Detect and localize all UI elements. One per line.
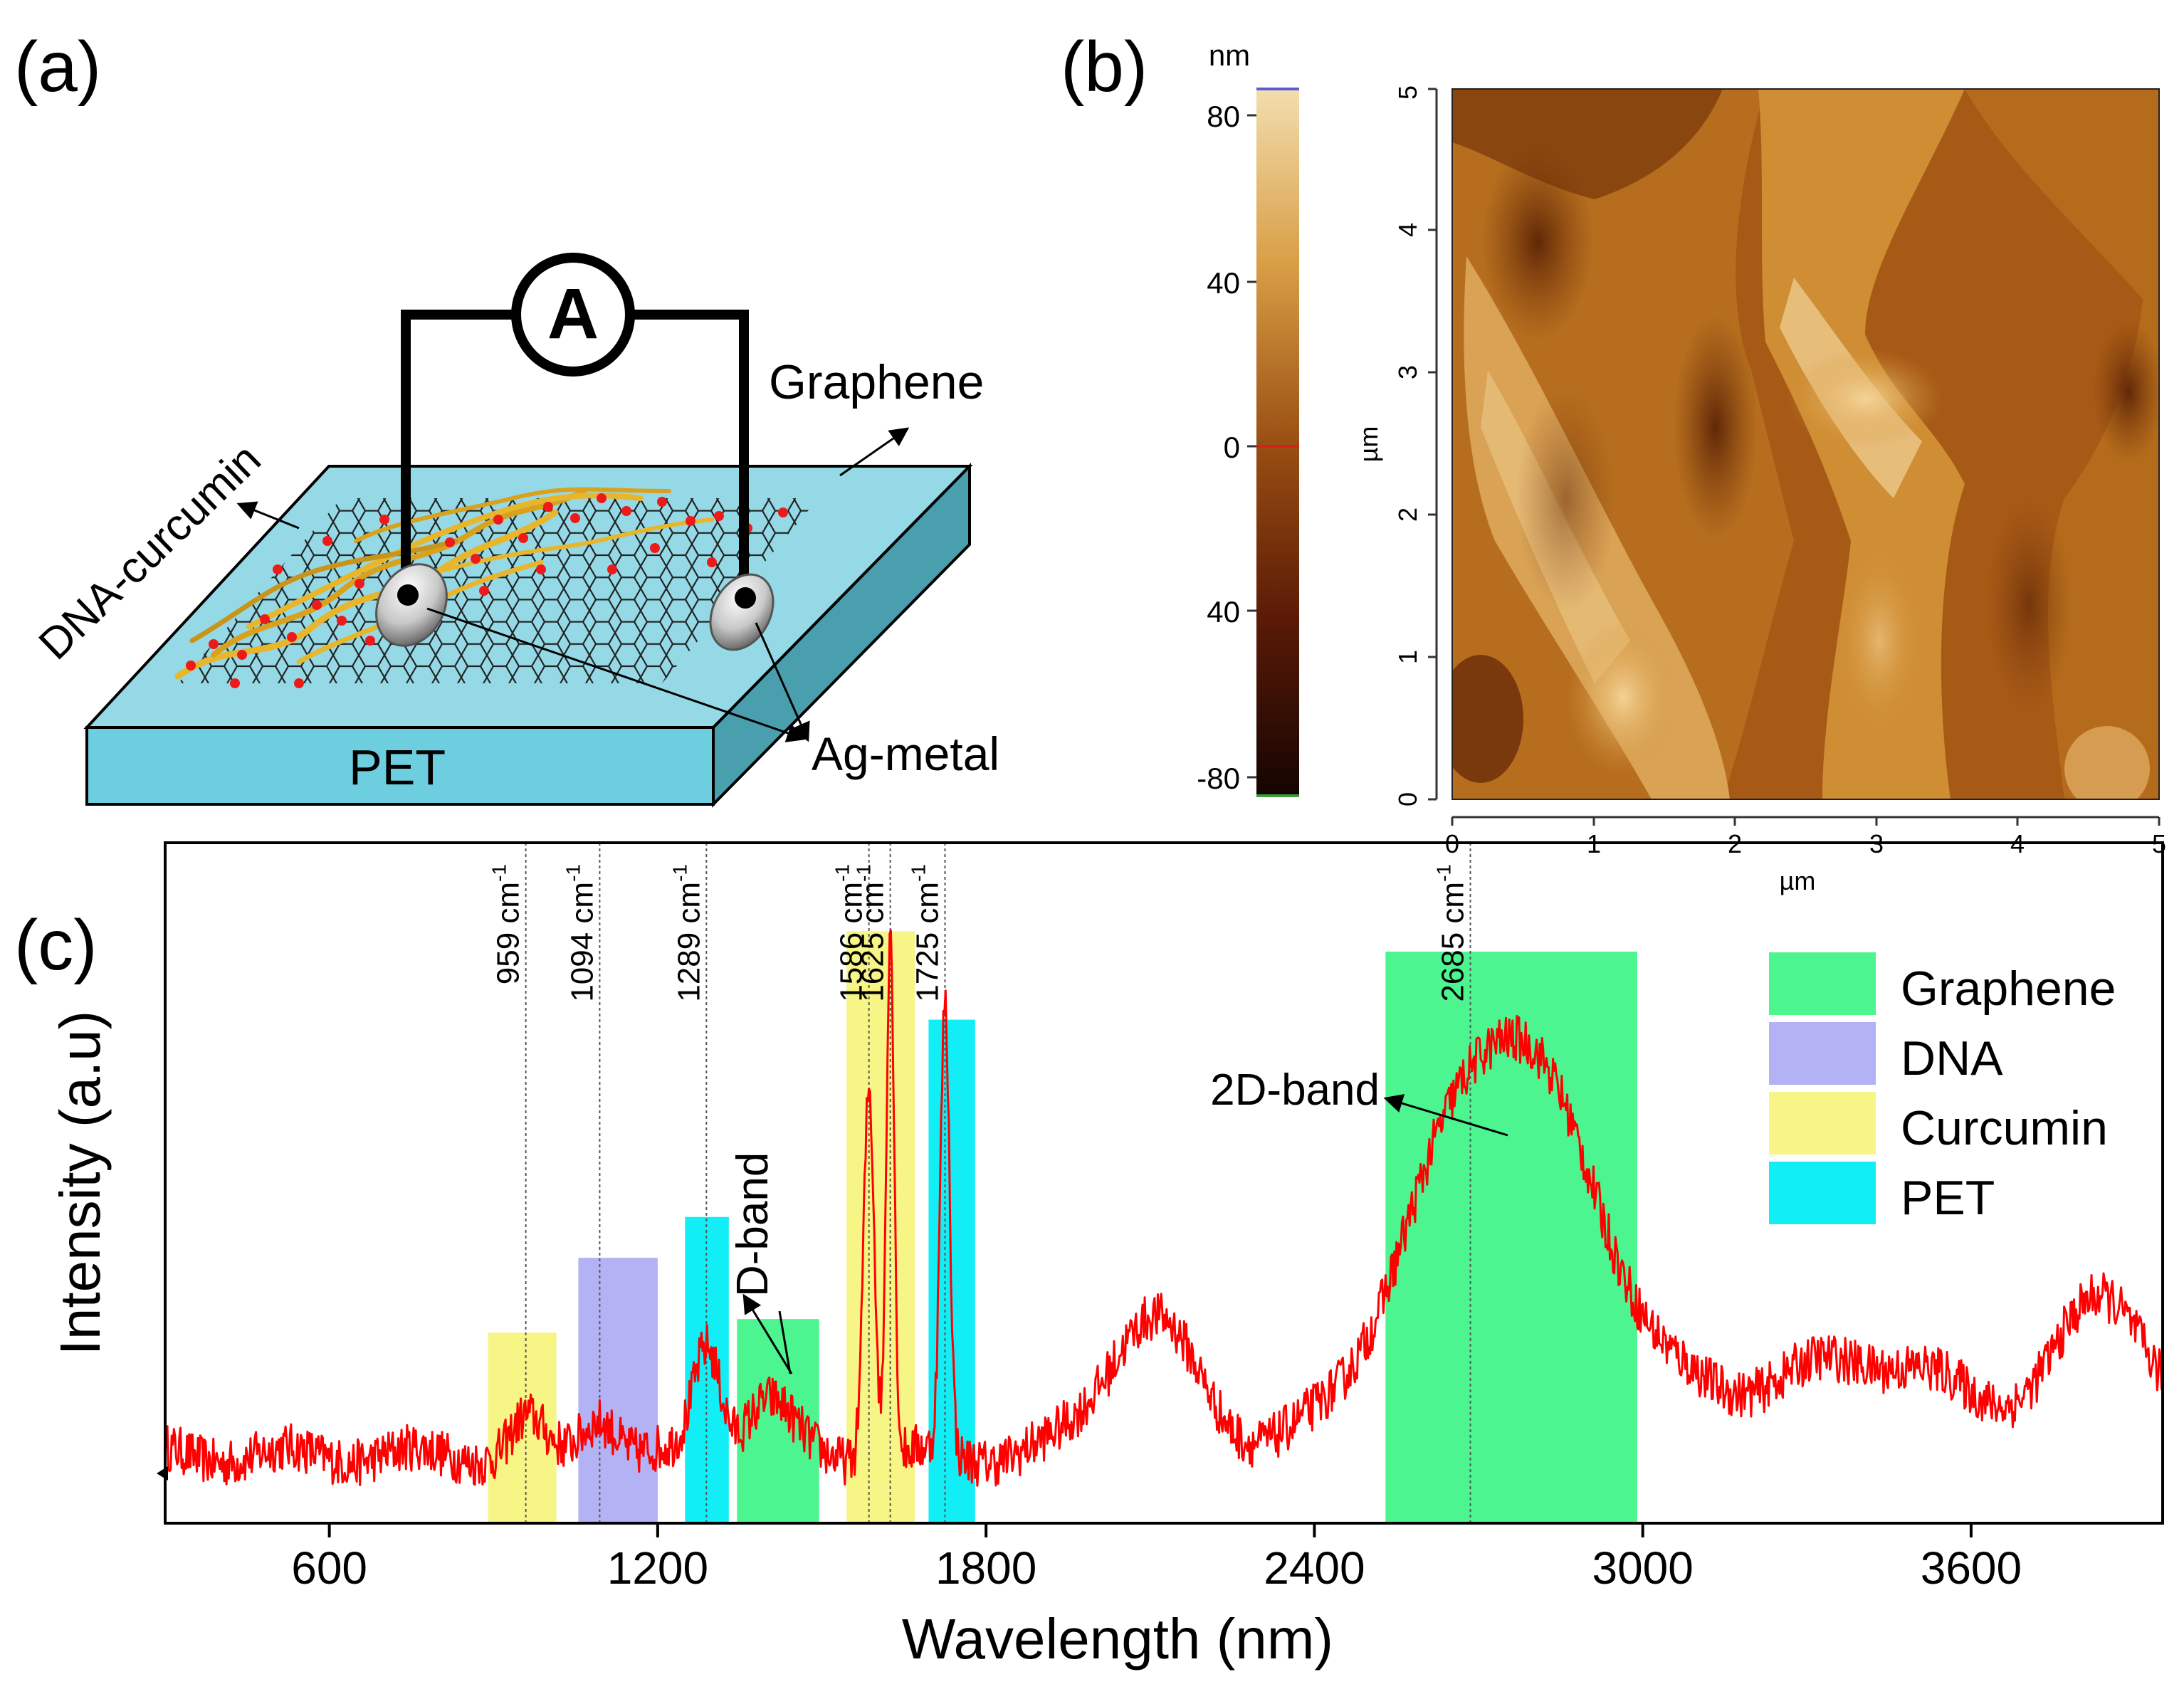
colorbar-tick: 40 [1207, 266, 1240, 300]
legend-label: Curcumin [1901, 1101, 2108, 1155]
circuit: A [401, 253, 749, 598]
afm-y-axis-label: µm [1354, 426, 1383, 463]
legend-swatch [1769, 1162, 1876, 1224]
electrode-right-icon [709, 573, 775, 651]
peak-label: 1094 cm-1 [562, 864, 599, 1002]
label-arrows [236, 427, 910, 742]
ammeter-icon [511, 253, 635, 377]
material-bands [488, 931, 1637, 1523]
legend-label: PET [1901, 1171, 1995, 1225]
d-band-label: D-band [728, 1152, 777, 1297]
peak-label: 959 cm-1 [488, 864, 526, 984]
wire-right [630, 310, 749, 598]
graphene-lattice [178, 498, 819, 683]
colorbar: nm 80 40 0 40 -80 [1197, 38, 1299, 797]
spectrum-line [165, 929, 2163, 1487]
peak-label: 1625 cm-1 [853, 864, 891, 1002]
legend-swatch [1769, 1022, 1876, 1085]
colorbar-tick: 40 [1207, 595, 1240, 628]
afm-image [1452, 89, 2159, 799]
peak-label: 1289 cm-1 [668, 864, 706, 1002]
legend: Graphene DNA Curcumin PET [1769, 952, 2116, 1225]
legend-label: DNA [1901, 1031, 2003, 1085]
colorbar-tick: 80 [1207, 100, 1240, 133]
colorbar-gradient [1256, 88, 1299, 796]
panel-a: (a) [14, 27, 999, 808]
peak-label: 1725 cm-1 [907, 864, 945, 1002]
ag-metal-label: Ag-metal [812, 727, 999, 780]
peak-labels: 959 cm-1 1094 cm-1 1289 cm-1 1586 cm-11625 … [488, 864, 1471, 1002]
y-axis-label: Intensity (a.u) [48, 1011, 112, 1356]
afm-x-axis-label: µm [1780, 866, 1816, 895]
afm-y-tick: 4 [1393, 223, 1422, 237]
x-axis-label: Wavelength (nm) [902, 1607, 1333, 1671]
colorbar-tick: 0 [1224, 431, 1240, 464]
afm-y-tick: 1 [1393, 650, 1422, 664]
pet-label: PET [349, 740, 446, 795]
oxygen-atoms [186, 493, 788, 688]
x-tick-label: 3600 [1921, 1542, 2022, 1594]
legend-swatch [1769, 1092, 1876, 1154]
peak-label: 2685 cm-1 [1433, 864, 1471, 1002]
peak-label: 1586 cm-1 [831, 864, 869, 1002]
panel-b: (b) nm 80 40 0 40 -80 [1061, 27, 2166, 895]
axis-start-marker [157, 1466, 168, 1480]
colorbar-ticks [1247, 114, 1256, 779]
afm-y-tick: 2 [1393, 507, 1422, 522]
wire-left [401, 310, 516, 598]
x-tick-label: 2400 [1264, 1542, 1365, 1594]
x-tick-label: 1200 [607, 1542, 708, 1594]
2d-band-label: 2D-band [1210, 1066, 1380, 1115]
x-tick-label: 3000 [1592, 1542, 1693, 1594]
afm-y-tick: 5 [1393, 85, 1422, 100]
x-axis-ticks: 600 1200 1800 2400 3000 3600 [291, 1523, 2022, 1594]
plot-frame [164, 841, 2164, 1525]
peak-guide-lines [525, 843, 1471, 1523]
legend-label: Graphene [1901, 962, 2116, 1016]
graphene-label: Graphene [769, 355, 984, 409]
afm-y-tick: 3 [1393, 365, 1422, 379]
panel-b-label: (b) [1061, 27, 1148, 107]
panel-a-label: (a) [14, 27, 101, 107]
d-band-arrow [778, 1310, 792, 1374]
colorbar-tick: -80 [1197, 762, 1240, 795]
x-tick-label: 600 [291, 1542, 367, 1594]
band-dna [578, 1258, 658, 1523]
ammeter-label: A [547, 274, 599, 354]
2d-band-arrow [1383, 1094, 1508, 1137]
panel-c-label: (c) [14, 905, 98, 985]
colorbar-unit: nm [1209, 38, 1250, 72]
ag-electrodes [375, 563, 775, 651]
x-tick-label: 1800 [935, 1542, 1036, 1594]
afm-axes [1428, 88, 2161, 826]
legend-swatch [1769, 952, 1876, 1015]
afm-y-tick: 0 [1393, 792, 1422, 806]
